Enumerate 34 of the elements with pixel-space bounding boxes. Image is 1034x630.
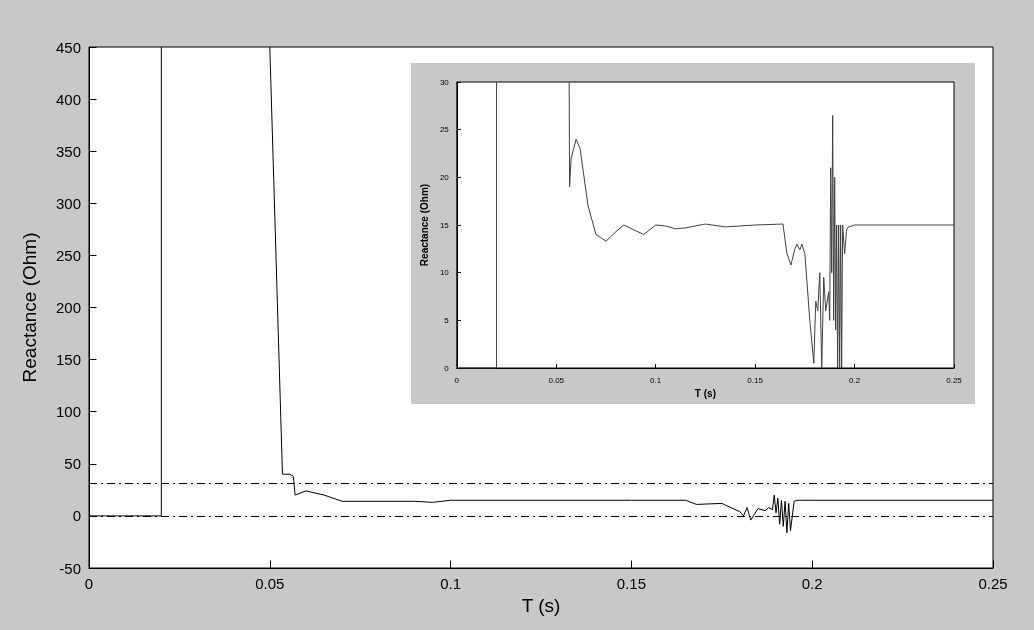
x-tick-label: 0.15 (747, 375, 764, 385)
y-tick-label: 0 (72, 507, 81, 525)
y-tick-label: 450 (55, 38, 81, 56)
y-tick-label: 15 (439, 220, 450, 230)
x-tick-label: 0.1 (440, 575, 462, 592)
x-axis-title: T (s) (521, 594, 561, 616)
x-tick-label: 0 (84, 575, 94, 592)
y-tick-label: 30 (439, 77, 450, 87)
y-tick-label: -50 (59, 559, 81, 577)
x-tick-label: 0.25 (978, 575, 1008, 592)
x-tick-label: 0.2 (849, 375, 861, 385)
y-tick-label: 50 (64, 455, 81, 473)
x-axis-title: T (s) (694, 388, 716, 400)
x-tick-label: 0.1 (650, 375, 662, 385)
y-axis-title: Reactance (Ohm) (418, 183, 430, 267)
y-tick-label: 150 (55, 351, 81, 369)
y-tick-label: 5 (444, 315, 450, 325)
x-tick-label: 0.05 (548, 375, 565, 385)
y-tick-label: 200 (55, 299, 81, 316)
y-tick-label: 300 (55, 194, 81, 212)
y-tick-label: 20 (439, 172, 450, 182)
y-tick-label: 25 (439, 125, 450, 135)
x-tick-label: 0.25 (946, 375, 963, 385)
x-tick-label: 0.15 (616, 575, 646, 592)
x-tick-label: 0.05 (255, 575, 285, 592)
y-tick-label: 250 (55, 246, 81, 264)
y-tick-label: 10 (439, 268, 450, 278)
y-tick-label: 100 (55, 403, 81, 421)
x-tick-label: 0.2 (801, 575, 823, 592)
x-tick-label: 0 (454, 375, 460, 385)
y-tick-label: 350 (55, 142, 81, 160)
y-axis-title: Reactance (Ohm) (19, 232, 40, 383)
y-tick-label: 0 (444, 363, 450, 373)
y-tick-label: 400 (55, 90, 81, 108)
